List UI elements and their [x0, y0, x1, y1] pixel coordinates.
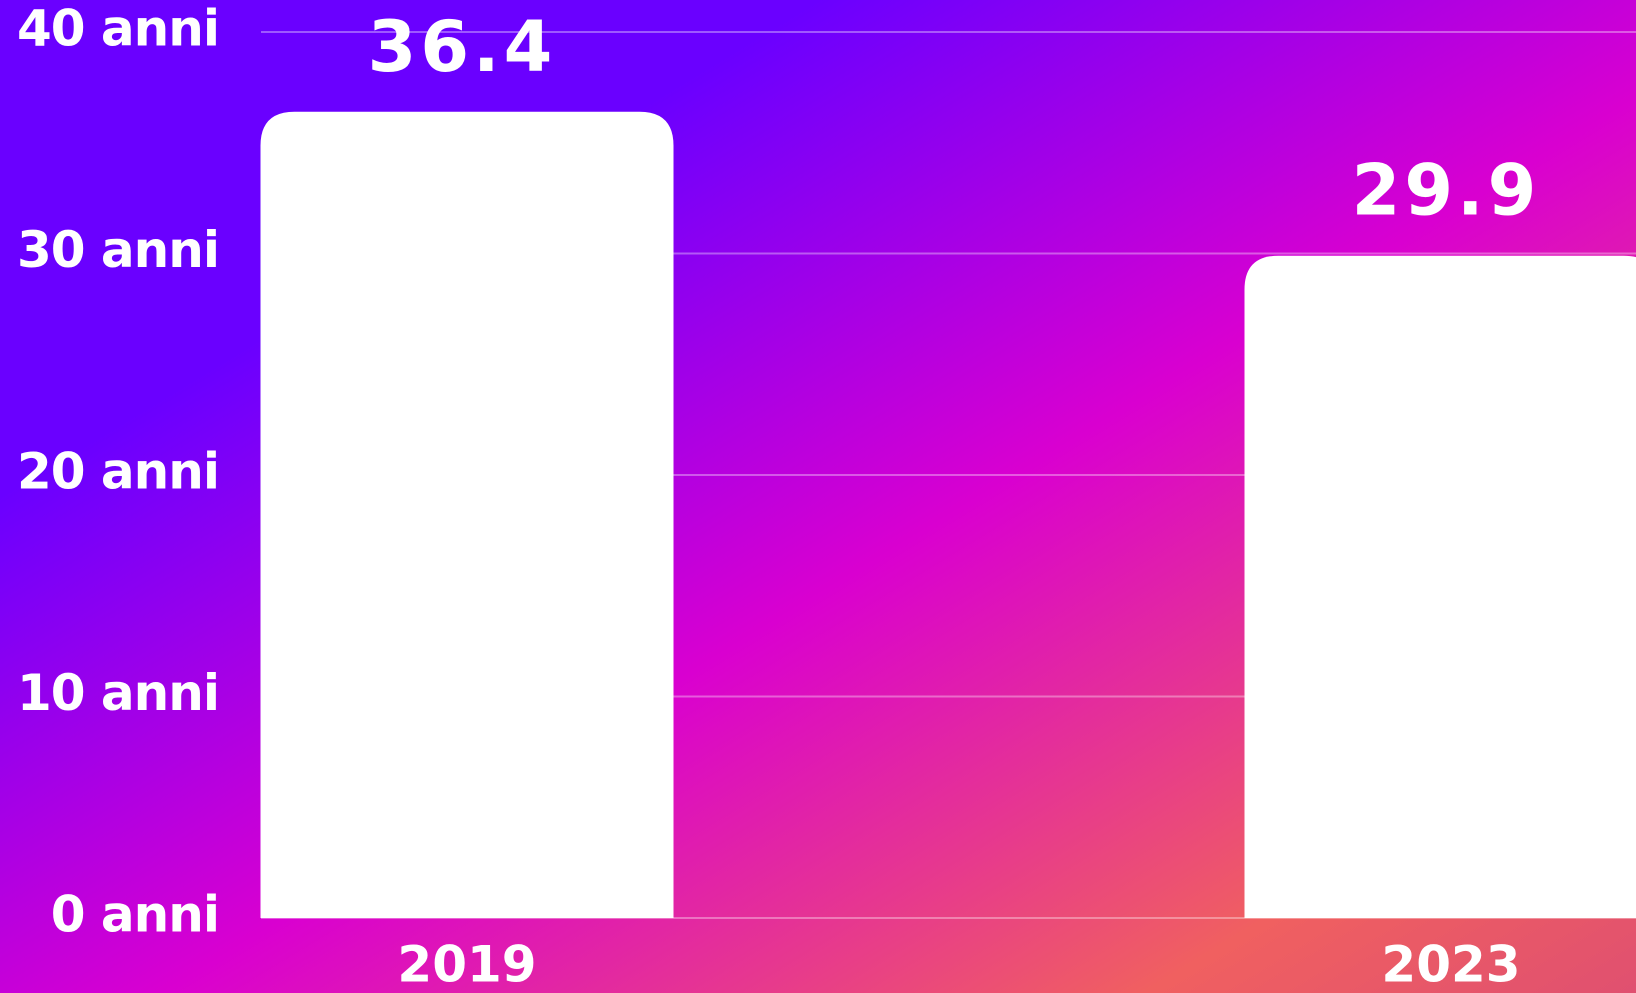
- value-label: 36.4: [368, 6, 557, 88]
- y-tick-label: 40 anni: [17, 0, 219, 58]
- y-tick-label: 0 anni: [51, 886, 219, 944]
- bar: [260, 111, 674, 919]
- y-tick-label: 30 anni: [17, 221, 219, 279]
- x-tick-label: 2023: [1381, 936, 1520, 993]
- y-tick-label: 20 anni: [17, 443, 219, 501]
- x-tick-label: 2019: [397, 936, 536, 993]
- y-tick-label: 10 anni: [17, 664, 219, 722]
- bar: [1244, 255, 1636, 918]
- value-label: 29.9: [1352, 150, 1541, 232]
